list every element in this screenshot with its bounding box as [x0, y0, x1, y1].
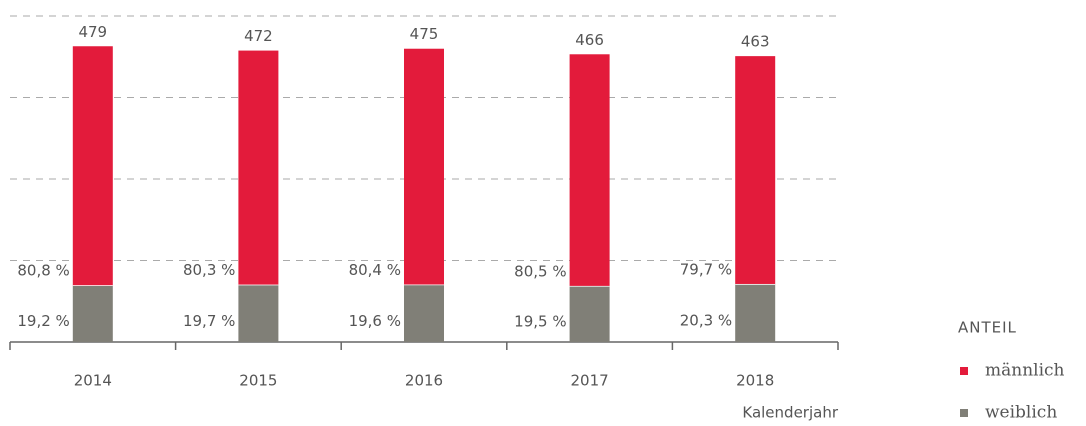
legend-swatch	[960, 409, 968, 417]
x-tick-label: 2017	[571, 372, 609, 390]
value-label: 19,6 %	[349, 312, 401, 330]
legend-label: männlich	[985, 361, 1065, 381]
value-label: 79,7 %	[680, 260, 732, 278]
total-label: 466	[575, 31, 604, 49]
value-label: 80,5 %	[514, 262, 566, 280]
bar-segment	[72, 285, 113, 342]
value-label: 19,5 %	[514, 312, 566, 330]
bar-segment	[238, 284, 279, 342]
value-label: 80,4 %	[349, 261, 401, 279]
total-label: 472	[244, 27, 273, 45]
bar-segment	[238, 50, 279, 285]
value-label: 19,2 %	[17, 312, 69, 330]
x-tick-label: 2016	[405, 372, 443, 390]
value-label: 80,3 %	[183, 261, 235, 279]
legend-swatch	[960, 367, 968, 375]
x-axis-label: Kalenderjahr	[742, 404, 838, 422]
x-tick-label: 2018	[736, 372, 774, 390]
bar-segment	[404, 284, 444, 342]
bar-segment	[569, 54, 610, 286]
bar-segment	[735, 283, 776, 342]
bar-segment	[404, 48, 444, 285]
value-label: 80,8 %	[17, 262, 69, 280]
bar-segment	[735, 56, 776, 284]
x-tick-label: 2014	[74, 372, 112, 390]
total-label: 475	[410, 25, 439, 43]
value-label: 20,3 %	[680, 311, 732, 329]
legend-label: weiblich	[985, 403, 1057, 423]
value-label: 19,7 %	[183, 312, 235, 330]
total-label: 479	[78, 23, 107, 41]
bar-segment	[72, 46, 113, 286]
total-label: 463	[741, 33, 770, 51]
bar-segment	[569, 285, 610, 342]
legend-title: ANTEIL	[958, 319, 1017, 337]
x-tick-label: 2015	[239, 372, 277, 390]
